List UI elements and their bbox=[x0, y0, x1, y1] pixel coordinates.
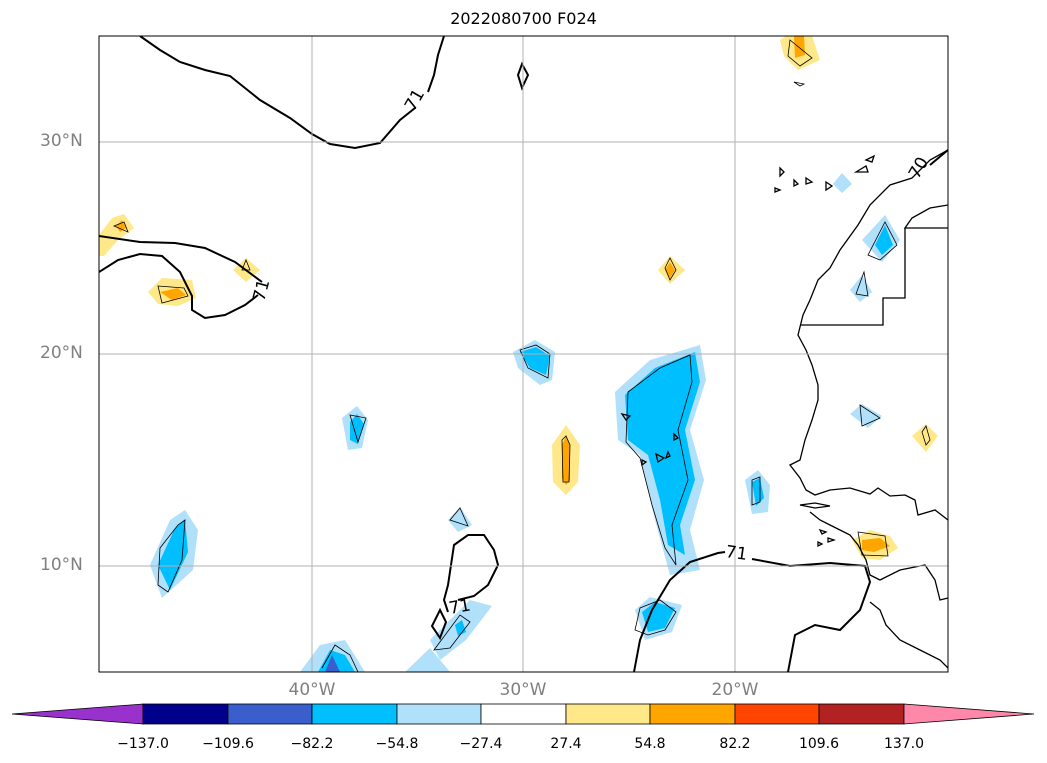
colorbar-tick: 137.0 bbox=[883, 736, 925, 752]
contour-label: 71 bbox=[250, 277, 275, 303]
map-frame bbox=[98, 35, 949, 673]
lat-label: 20°N bbox=[40, 343, 83, 363]
lon-label: 40°W bbox=[288, 680, 336, 700]
colorbar-tick: −82.2 bbox=[290, 736, 334, 752]
colorbar-tick: 54.8 bbox=[634, 736, 666, 752]
colorbar-tick: 82.2 bbox=[719, 736, 751, 752]
colorbar bbox=[11, 703, 1035, 725]
colorbar-tick: 27.4 bbox=[550, 736, 582, 752]
contour-label: 70 bbox=[905, 154, 933, 183]
positive-anomaly-core bbox=[116, 36, 890, 552]
contour-label: 71 bbox=[724, 542, 748, 565]
negative-anomaly-shading bbox=[150, 173, 900, 672]
map-content bbox=[99, 36, 948, 672]
colorbar-tick: 109.6 bbox=[798, 736, 840, 752]
lat-label: 30°N bbox=[40, 131, 83, 151]
colorbar-tick: −137.0 bbox=[117, 736, 169, 752]
lon-label: 30°W bbox=[499, 680, 547, 700]
anomaly-outlines bbox=[112, 39, 931, 672]
lat-lon-grid bbox=[99, 36, 948, 672]
coastlines bbox=[620, 149, 949, 669]
contour-label: 71 bbox=[401, 86, 429, 115]
lon-label: 20°W bbox=[711, 680, 759, 700]
colorbar-tick: −27.4 bbox=[459, 736, 503, 752]
negative-anomaly-deep bbox=[325, 655, 340, 672]
map-title: 2022080700 F024 bbox=[450, 9, 597, 28]
contour-label: 71 bbox=[447, 595, 472, 618]
colorbar-tick: −109.6 bbox=[202, 736, 254, 752]
height-contours bbox=[99, 36, 948, 672]
colorbar-extend-high bbox=[903, 703, 1035, 725]
negative-anomaly-core bbox=[158, 225, 893, 672]
positive-anomaly-shading bbox=[99, 36, 938, 560]
colorbar-tick: −54.8 bbox=[375, 736, 419, 752]
lat-label: 10°N bbox=[40, 555, 83, 575]
colorbar-extend-low bbox=[11, 703, 144, 725]
